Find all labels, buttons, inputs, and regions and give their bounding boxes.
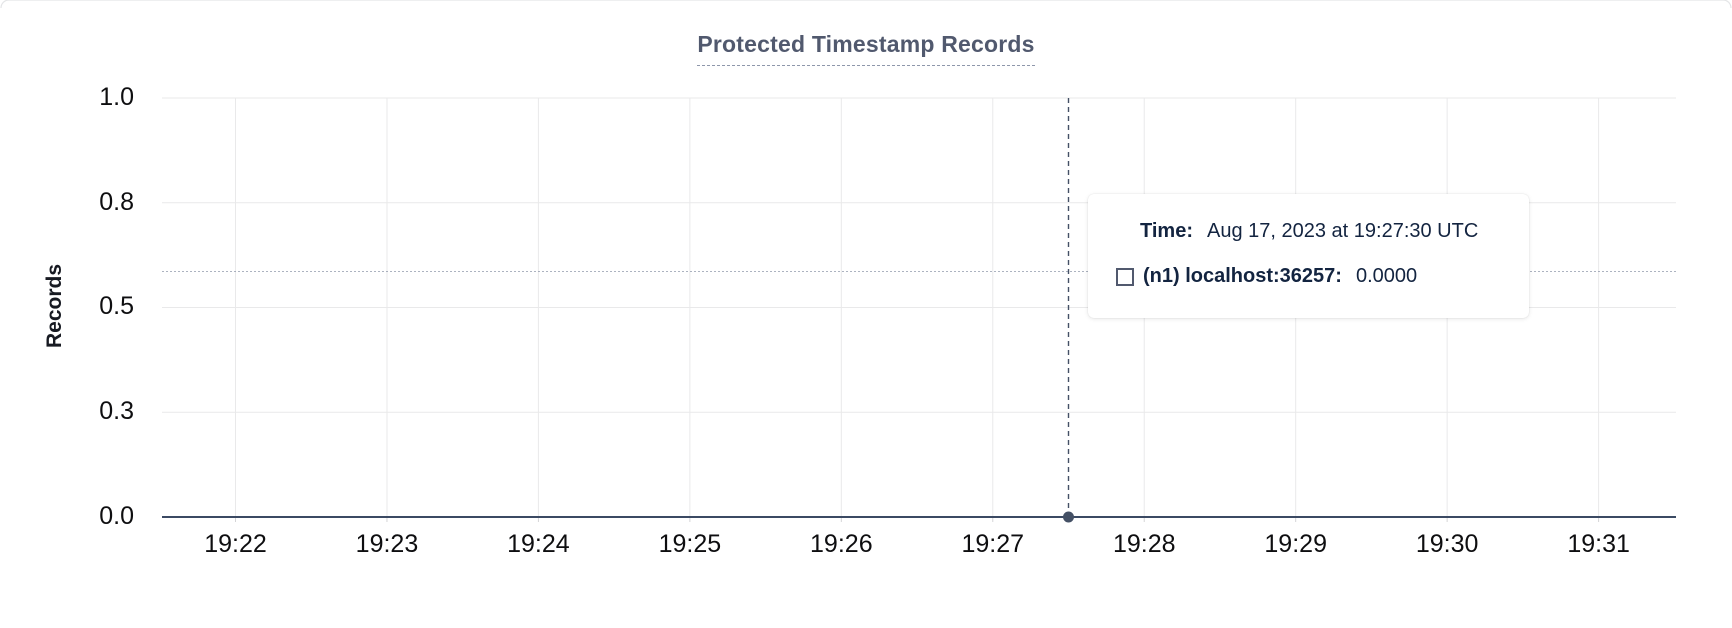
svg-text:0.3: 0.3	[99, 397, 134, 425]
svg-text:0.0: 0.0	[99, 502, 134, 530]
svg-text:19:29: 19:29	[1264, 530, 1327, 558]
svg-text:1.0: 1.0	[99, 83, 134, 111]
svg-text:19:30: 19:30	[1416, 530, 1479, 558]
svg-text:19:31: 19:31	[1567, 530, 1630, 558]
svg-text:19:22: 19:22	[204, 530, 267, 558]
svg-text:0.8: 0.8	[99, 188, 134, 216]
svg-text:19:23: 19:23	[356, 530, 419, 558]
svg-text:19:25: 19:25	[659, 530, 722, 558]
svg-text:19:27: 19:27	[961, 530, 1024, 558]
svg-text:19:26: 19:26	[810, 530, 873, 558]
svg-text:0.5: 0.5	[99, 292, 134, 320]
svg-text:19:24: 19:24	[507, 530, 570, 558]
svg-text:19:28: 19:28	[1113, 530, 1176, 558]
